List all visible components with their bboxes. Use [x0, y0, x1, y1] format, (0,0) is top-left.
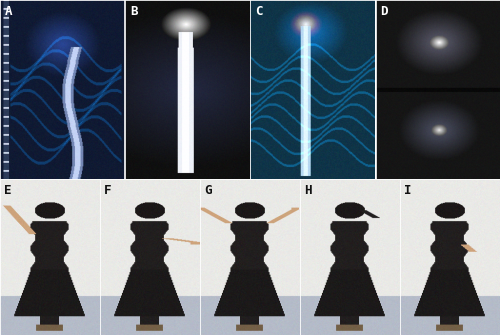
Text: C: C: [256, 5, 263, 18]
Text: I: I: [404, 184, 412, 197]
Text: B: B: [130, 5, 138, 18]
Text: A: A: [5, 5, 12, 18]
Text: E: E: [4, 184, 12, 197]
Text: H: H: [304, 184, 312, 197]
Text: D: D: [380, 5, 388, 18]
Text: G: G: [204, 184, 212, 197]
Text: F: F: [104, 184, 112, 197]
